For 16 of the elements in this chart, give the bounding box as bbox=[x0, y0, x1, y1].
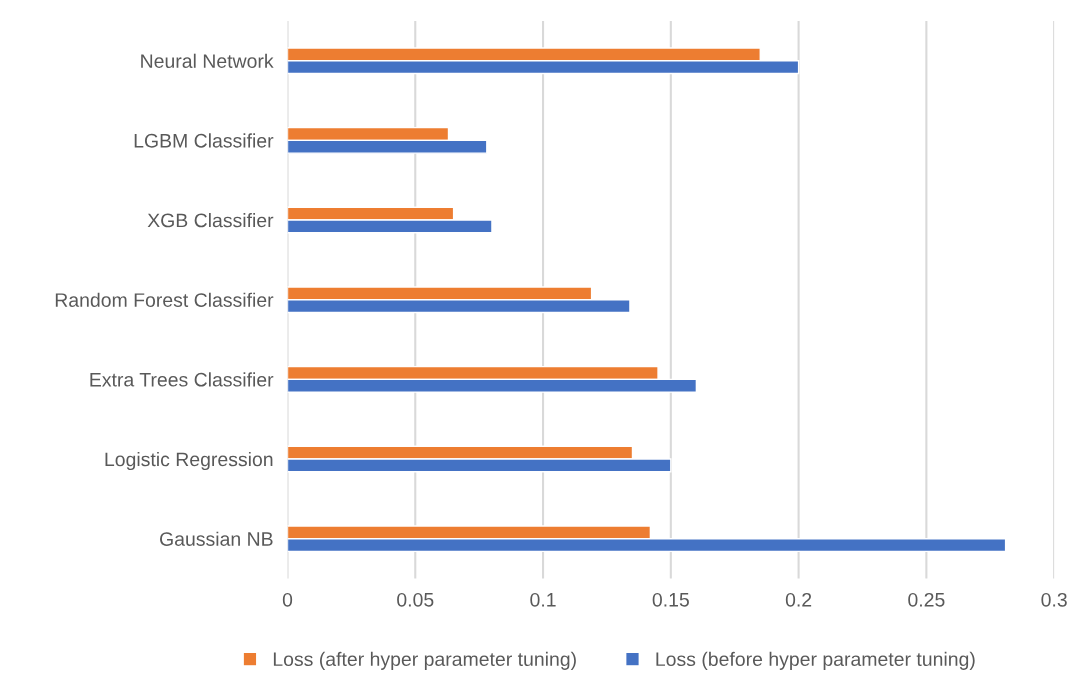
x-tick-label: 0.3 bbox=[1041, 592, 1067, 607]
y-tick-label: Logistic Regression bbox=[105, 451, 273, 471]
y-tick-label: Random Forest Classifier bbox=[55, 292, 274, 307]
x-tick-label: 0.1 bbox=[530, 592, 556, 607]
y-tick-label: Neural Network bbox=[141, 53, 274, 68]
y-tick-label: Gaussian NB bbox=[160, 531, 273, 546]
x-tick-label: 0.25 bbox=[908, 592, 945, 607]
x-tick-label: 0 bbox=[282, 592, 293, 607]
y-tick-label: LGBM Classifier bbox=[134, 133, 274, 148]
x-tick-label: 0.15 bbox=[652, 592, 689, 607]
x-tick-label: 0.05 bbox=[397, 592, 434, 607]
y-tick-label: XGB Classifier bbox=[147, 213, 274, 228]
legend-label: Loss (before hyper parameter tuning) bbox=[656, 651, 975, 670]
x-tick-label: 0.2 bbox=[785, 592, 812, 607]
y-tick-label: Extra Trees Classifier bbox=[90, 372, 274, 387]
legend-label: Loss (after hyper parameter tuning) bbox=[273, 651, 576, 670]
